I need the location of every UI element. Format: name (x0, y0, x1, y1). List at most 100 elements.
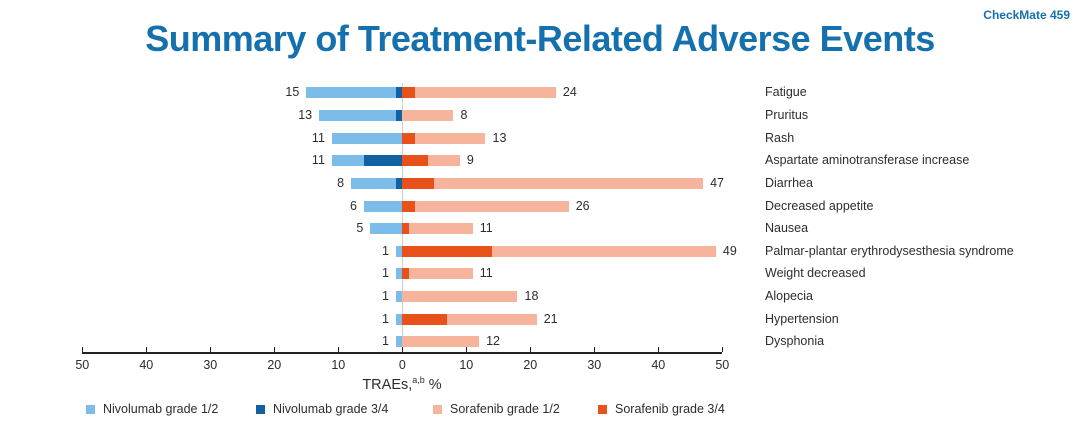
value-label-nivolumab: 1 (381, 334, 389, 349)
x-axis-tick (273, 347, 276, 352)
bar-segment-nivolumab-grade12 (331, 132, 403, 144)
legend-item: Nivolumab grade 3/4 (256, 402, 388, 416)
value-label-sorafenib: 49 (722, 243, 737, 258)
bar-segment-nivolumab-grade12 (395, 336, 403, 348)
event-category-label: Pruritus (765, 107, 809, 122)
legend-swatch-icon (256, 404, 265, 414)
x-axis-tick (529, 347, 532, 352)
zero-gridline (401, 83, 403, 352)
x-axis-tick-label: 30 (587, 358, 602, 372)
x-axis-tick (145, 347, 148, 352)
bar-segment-sorafenib-grade12 (427, 155, 460, 167)
event-category-label: Decreased appetite (765, 198, 874, 213)
x-axis-tick (337, 347, 340, 352)
value-label-nivolumab: 11 (311, 130, 325, 145)
value-label-sorafenib: 12 (486, 334, 500, 349)
x-axis-tick-label: 50 (75, 358, 90, 372)
x-axis-label: TRAEs,a,b% (322, 375, 482, 393)
value-label-sorafenib: 26 (575, 198, 590, 213)
bar-segment-nivolumab-grade12 (306, 87, 396, 99)
value-label-sorafenib: 24 (562, 85, 577, 100)
legend-item: Nivolumab grade 1/2 (86, 402, 218, 416)
bar-segment-sorafenib-grade12 (447, 313, 537, 325)
page-title: Summary of Treatment-Related Adverse Eve… (145, 18, 935, 59)
x-axis-tick-label: 10 (459, 358, 474, 372)
bar-segment-sorafenib-grade12 (402, 109, 454, 121)
value-label-nivolumab: 15 (285, 85, 300, 100)
bar-segment-sorafenib-grade12 (434, 177, 704, 189)
bar-segment-sorafenib-grade34 (402, 177, 435, 189)
legend-swatch-icon (433, 404, 442, 414)
value-label-nivolumab: 11 (311, 153, 325, 168)
bar-segment-nivolumab-grade12 (395, 313, 403, 325)
event-category-label: Diarrhea (765, 175, 813, 190)
event-category-label: Rash (765, 130, 795, 145)
bar-segment-sorafenib-grade34 (402, 87, 416, 99)
bar-segment-sorafenib-grade34 (402, 245, 492, 257)
bar-segment-nivolumab-grade34 (395, 109, 403, 121)
legend-swatch-icon (598, 404, 607, 414)
value-label-sorafenib: 9 (466, 153, 474, 168)
bar-segment-sorafenib-grade34 (402, 313, 448, 325)
x-axis-tick (81, 347, 84, 352)
event-category-label: Weight decreased (765, 266, 866, 281)
bar-segment-nivolumab-grade34 (395, 87, 403, 99)
bar-segment-sorafenib-grade12 (408, 223, 473, 235)
event-category-label: Nausea (765, 221, 809, 236)
bar-segment-sorafenib-grade34 (402, 155, 428, 167)
x-axis-tick-label: 20 (267, 358, 282, 372)
legend-label: Nivolumab grade 3/4 (273, 402, 389, 416)
bar-segment-sorafenib-grade12 (415, 200, 569, 212)
value-label-nivolumab: 1 (381, 243, 389, 258)
bar-segment-nivolumab-grade12 (351, 177, 396, 189)
x-axis-tick-label: 30 (203, 358, 218, 372)
value-label-nivolumab: 8 (337, 175, 345, 190)
x-axis-tick-label: 20 (523, 358, 538, 372)
bar-segment-sorafenib-grade34 (402, 268, 409, 280)
value-label-nivolumab: 6 (349, 198, 357, 213)
x-axis-label-main: TRAEs, (362, 376, 413, 393)
bar-segment-sorafenib-grade12 (402, 336, 480, 348)
value-label-nivolumab: 5 (356, 221, 364, 236)
value-label-sorafenib: 21 (543, 311, 558, 326)
x-axis-tick (593, 347, 596, 352)
event-category-label: Hypertension (765, 311, 839, 326)
bar-segment-nivolumab-grade12 (319, 109, 396, 121)
value-label-sorafenib: 47 (710, 175, 724, 190)
legend-item: Sorafenib grade 1/2 (433, 402, 560, 416)
legend-label: Sorafenib grade 3/4 (615, 402, 725, 416)
x-axis-tick-label: 10 (331, 358, 346, 372)
value-label-nivolumab: 1 (381, 289, 389, 304)
value-label-sorafenib: 11 (479, 266, 493, 281)
x-axis-tick (721, 347, 724, 352)
x-axis-tick (465, 347, 468, 352)
bar-segment-nivolumab-grade12 (395, 245, 403, 257)
event-category-label: Alopecia (765, 289, 813, 304)
bar-segment-nivolumab-grade12 (363, 200, 403, 212)
value-label-nivolumab: 13 (298, 107, 313, 122)
bar-segment-nivolumab-grade12 (395, 291, 403, 303)
x-axis-tick (401, 347, 404, 352)
bar-segment-sorafenib-grade12 (415, 132, 486, 144)
value-label-sorafenib: 13 (492, 130, 507, 145)
event-category-label: Fatigue (765, 85, 807, 100)
value-label-sorafenib: 8 (460, 107, 468, 122)
legend-label: Sorafenib grade 1/2 (450, 402, 560, 416)
x-axis-tick (209, 347, 212, 352)
bar-segment-sorafenib-grade34 (402, 132, 416, 144)
bar-segment-nivolumab-grade34 (395, 177, 403, 189)
bar-segment-sorafenib-grade34 (402, 200, 416, 212)
x-axis-label-footnote-marks: a,b (412, 375, 425, 385)
bar-segment-nivolumab-grade12 (395, 268, 403, 280)
bar-segment-sorafenib-grade12 (408, 268, 473, 280)
x-axis-tick (657, 347, 660, 352)
bar-segment-sorafenib-grade12 (415, 87, 556, 99)
x-axis-tick-label: 50 (715, 358, 730, 372)
bar-segment-nivolumab-grade12 (370, 223, 403, 235)
bar-segment-sorafenib-grade12 (402, 291, 518, 303)
event-category-label: Dysphonia (765, 334, 825, 349)
value-label-sorafenib: 18 (524, 289, 539, 304)
x-axis-tick-label: 0 (398, 358, 406, 372)
value-label-nivolumab: 1 (381, 311, 389, 326)
